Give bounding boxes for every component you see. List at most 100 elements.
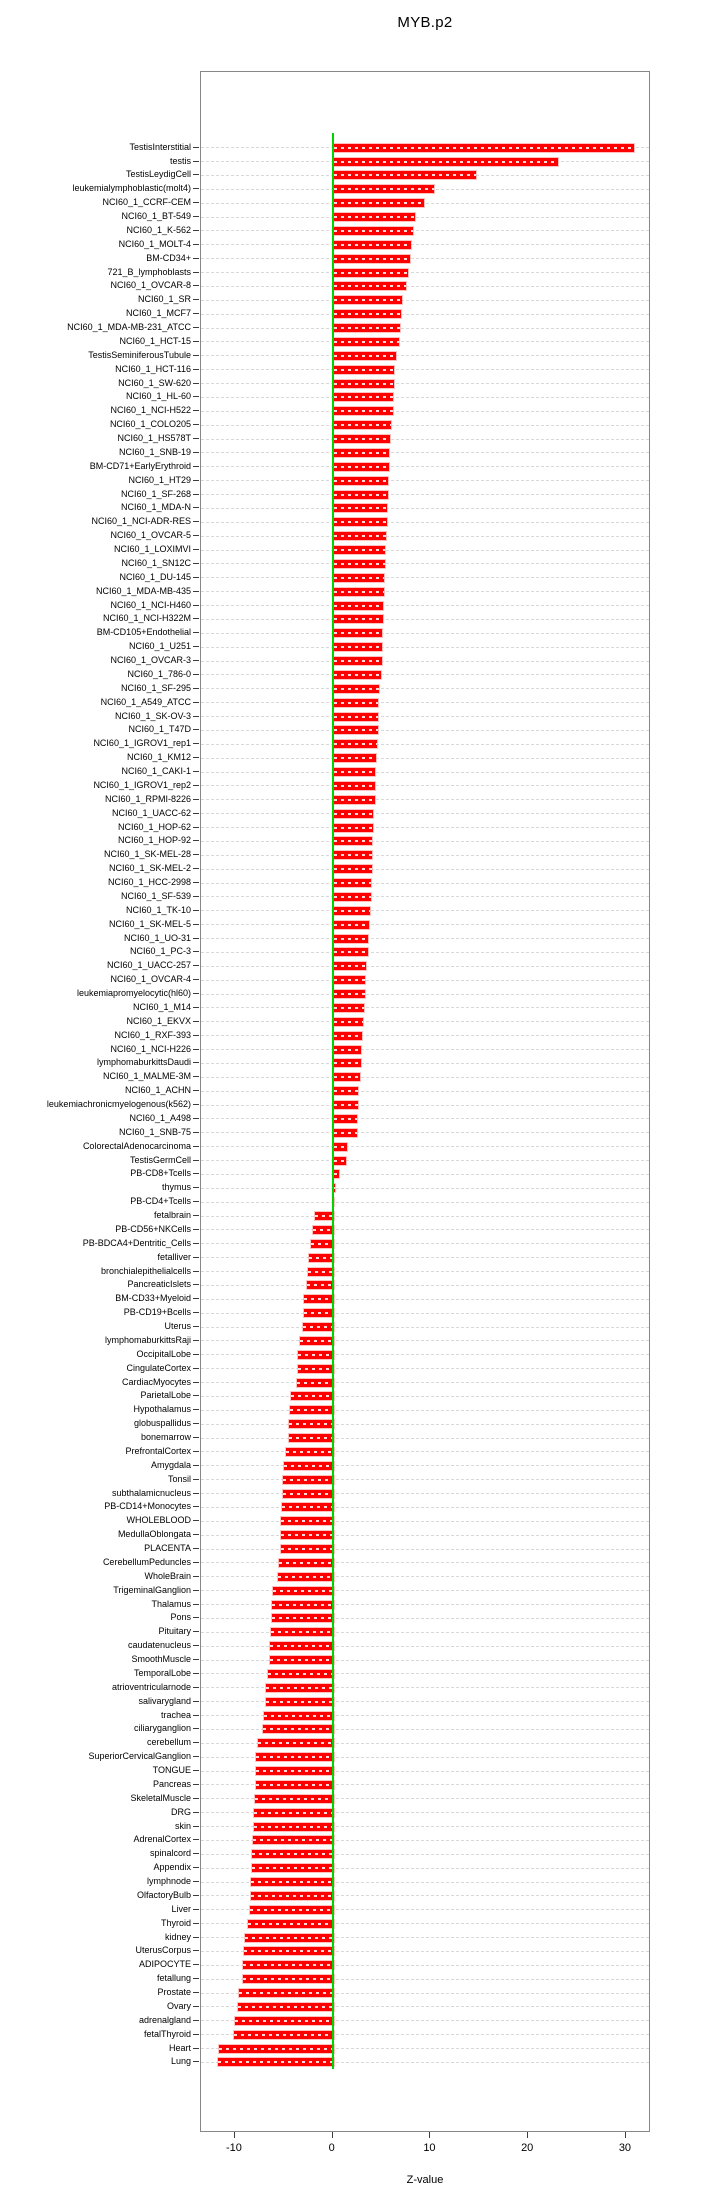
bar: [315, 1212, 334, 1221]
bar-dash-pattern: [333, 216, 415, 219]
bar-dash-pattern: [333, 882, 371, 885]
y-axis-label: thymus: [161, 1182, 191, 1193]
y-axis-tick: [193, 424, 199, 426]
bar-dash-pattern: [333, 1034, 363, 1037]
bar-dash-pattern: [247, 1922, 334, 1925]
bar: [308, 1267, 334, 1276]
bar-dash-pattern: [278, 1561, 334, 1564]
bar: [333, 1128, 358, 1137]
bar: [250, 1891, 334, 1900]
y-axis-label: Prostate: [157, 1987, 191, 1998]
bar: [264, 1711, 334, 1720]
bar: [272, 1600, 334, 1609]
y-axis-label: NCI60_1_HT29: [128, 474, 191, 485]
y-axis-tick: [193, 1825, 199, 1827]
y-axis-tick: [193, 1381, 199, 1383]
y-axis-label: CerebellumPeduncles: [102, 1556, 191, 1567]
y-axis-label: NCI60_1_PC-3: [129, 946, 191, 957]
x-axis-tick: [527, 2132, 529, 2138]
y-axis-label: PancreaticIslets: [127, 1279, 191, 1290]
y-axis-tick: [193, 327, 199, 329]
y-axis-tick: [193, 1728, 199, 1730]
gridline: [201, 1687, 649, 1689]
bar-dash-pattern: [333, 951, 368, 954]
gridline: [201, 480, 649, 482]
bar: [333, 892, 371, 901]
y-axis-tick: [193, 743, 199, 745]
x-axis-tick: [429, 2132, 431, 2138]
bar: [273, 1586, 334, 1595]
bar-dash-pattern: [280, 1548, 334, 1551]
y-axis-tick: [193, 507, 199, 509]
y-axis-tick: [193, 1603, 199, 1605]
gridline: [201, 854, 649, 856]
y-axis-label: skin: [174, 1820, 191, 1831]
y-axis-tick: [193, 687, 199, 689]
bar-dash-pattern: [333, 771, 375, 774]
gridline: [201, 1062, 649, 1064]
bar: [333, 504, 388, 513]
y-axis-tick: [193, 1353, 199, 1355]
bar-dash-pattern: [333, 646, 382, 649]
bar: [243, 1947, 334, 1956]
y-axis-label: NCI60_1_OVCAR-5: [110, 530, 191, 541]
bar-dash-pattern: [333, 840, 372, 843]
bar-dash-pattern: [333, 673, 381, 676]
y-axis-tick: [193, 1756, 199, 1758]
bar: [277, 1572, 334, 1581]
y-axis-label: NCI60_1_MOLT-4: [118, 238, 191, 249]
bar-dash-pattern: [296, 1381, 334, 1384]
gridline: [201, 2048, 649, 2050]
y-axis-tick: [193, 1617, 199, 1619]
y-axis-label: OccipitalLobe: [136, 1348, 191, 1359]
y-axis-label: NCI60_1_HL-60: [125, 391, 191, 402]
bar-dash-pattern: [303, 1326, 334, 1329]
y-axis-label: atrioventricularnode: [111, 1681, 191, 1692]
y-axis-tick: [193, 1770, 199, 1772]
y-axis-tick: [193, 410, 199, 412]
y-axis-tick: [193, 1589, 199, 1591]
bar-dash-pattern: [333, 368, 395, 371]
y-axis-label: leukemialymphoblastic(molt4): [72, 183, 191, 194]
y-axis-tick: [193, 1450, 199, 1452]
bar: [309, 1253, 334, 1262]
bar-dash-pattern: [264, 1714, 334, 1717]
x-axis-tick: [624, 2132, 626, 2138]
y-axis-tick: [193, 1395, 199, 1397]
gridline: [201, 1049, 649, 1051]
bar: [300, 1336, 334, 1345]
gridline: [201, 1395, 649, 1397]
y-axis-label: NCI60_1_SNB-19: [118, 446, 191, 457]
y-axis-label: NCI60_1_BT-549: [121, 211, 191, 222]
y-axis-label: NCI60_1_NCI-H522: [110, 405, 191, 416]
bar-dash-pattern: [307, 1284, 334, 1287]
bar-dash-pattern: [272, 1603, 334, 1606]
bar-dash-pattern: [333, 1173, 339, 1176]
y-axis-tick: [193, 979, 199, 981]
bar-dash-pattern: [333, 1076, 361, 1079]
bar-dash-pattern: [333, 854, 372, 857]
y-axis-label: NCI60_1_HOP-62: [117, 821, 191, 832]
y-axis-label: NCI60_1_EKVX: [126, 1015, 191, 1026]
y-axis-label: NCI60_1_NCI-H460: [110, 599, 191, 610]
y-axis-tick: [193, 1159, 199, 1161]
bar: [282, 1489, 334, 1498]
bar: [283, 1461, 334, 1470]
bar: [333, 143, 634, 152]
bar: [333, 546, 386, 555]
y-axis-tick: [193, 1090, 199, 1092]
y-axis-tick: [193, 826, 199, 828]
bar: [250, 1878, 334, 1887]
bar: [333, 1059, 362, 1068]
gridline: [201, 674, 649, 676]
bar-dash-pattern: [333, 715, 378, 718]
bar-dash-pattern: [333, 285, 407, 288]
y-axis-tick: [193, 1700, 199, 1702]
bar: [333, 1101, 359, 1110]
bar-dash-pattern: [333, 590, 384, 593]
y-axis-tick: [193, 479, 199, 481]
gridline: [201, 1756, 649, 1758]
y-axis-tick: [193, 1686, 199, 1688]
bar: [333, 837, 372, 846]
y-axis-label: PB-CD4+Tcells: [130, 1196, 191, 1207]
